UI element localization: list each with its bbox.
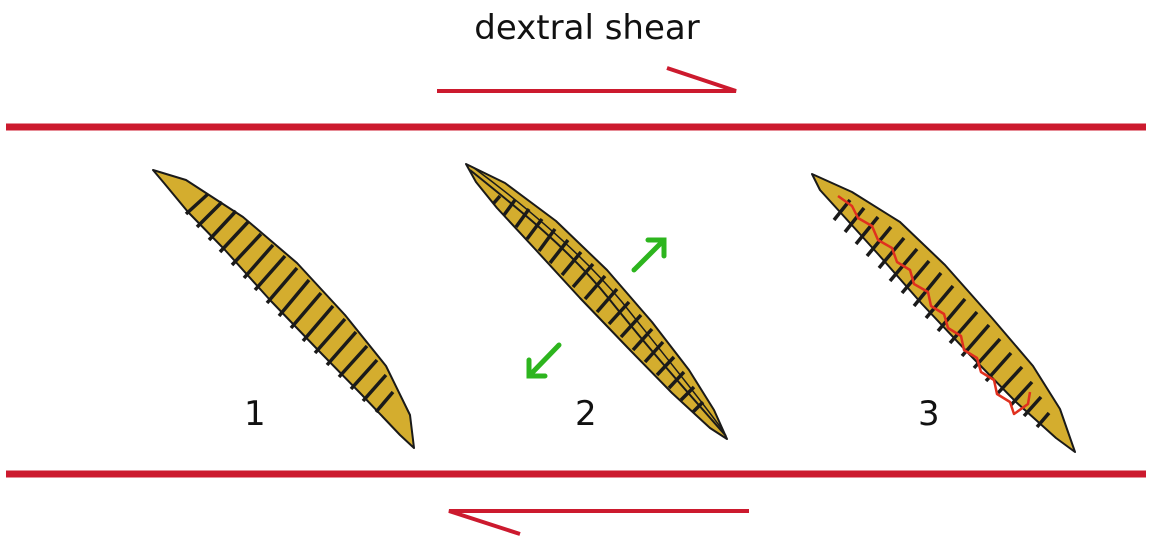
- stage-label-3: 3: [918, 394, 940, 434]
- stage-label-1: 1: [244, 394, 266, 434]
- extension-arrow-down-icon: [526, 342, 562, 379]
- vein-3-fracture: [837, 194, 1032, 416]
- top-shear-arrow-icon: [437, 66, 737, 93]
- vein-2-fibres: [491, 194, 705, 414]
- bottom-shear-arrow-icon: [448, 509, 749, 536]
- vein-stage-3: [811, 173, 1076, 453]
- vein-2-median-line: [469, 169, 727, 437]
- extension-arrow-up-icon: [631, 237, 667, 273]
- vein-stage-2: [465, 163, 728, 440]
- stage-label-2: 2: [575, 394, 597, 434]
- vein-stage-1: [152, 169, 415, 449]
- diagram-title: dextral shear: [474, 8, 700, 48]
- vein-1-fibres: [184, 192, 395, 414]
- vein-2-median-line-2: [473, 167, 725, 433]
